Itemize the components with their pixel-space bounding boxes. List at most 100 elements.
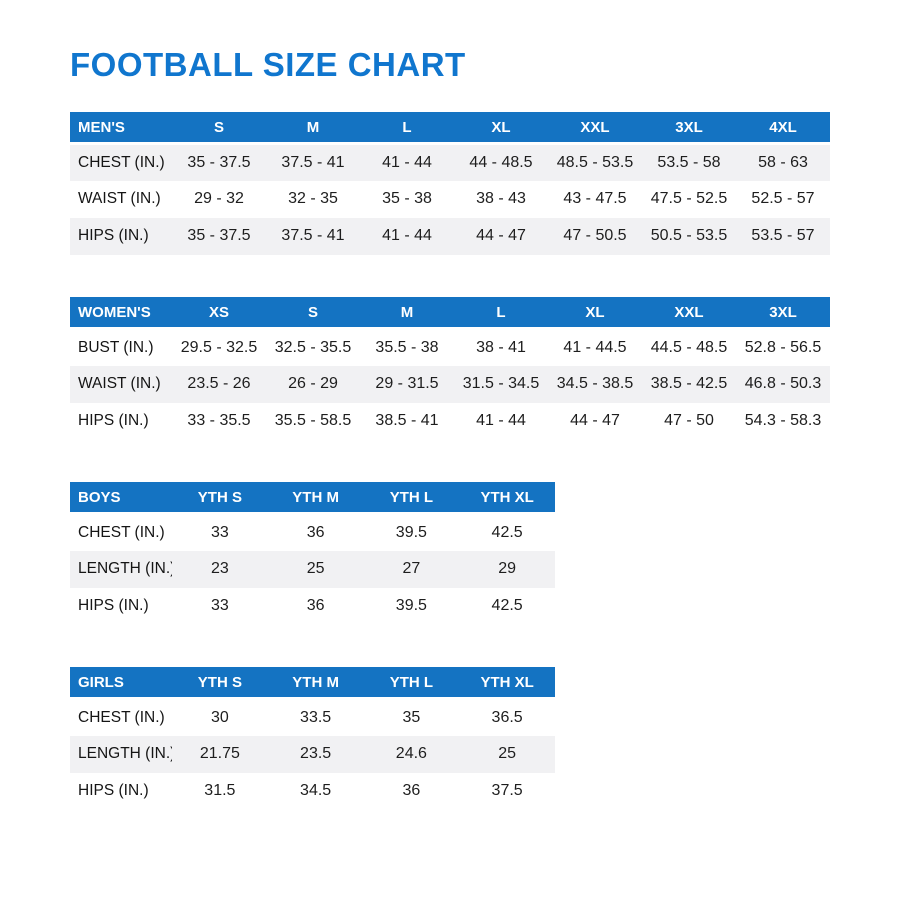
measurement-value: 52.5 - 57 [736,180,830,218]
measurement-value: 38.5 - 41 [360,402,454,440]
tables-area: MEN'S S M L XL XXL 3XL 4XL CHEST (IN.) 35 - 37.5 3… [70,111,830,810]
size-column-header: XS [172,296,266,331]
measurement-label: CHEST (IN.) [70,143,172,181]
measurement-value: 31.5 - 34.5 [454,365,548,403]
measurement-value: 37.5 - 41 [266,217,360,255]
table-row: WAIST (IN.) 23.5 - 26 26 - 29 29 - 31.5 31.5… [70,365,830,403]
measurement-value: 47.5 - 52.5 [642,180,736,218]
measurement-value: 34.5 - 38.5 [548,365,642,403]
size-column-header: YTH S [172,666,268,701]
size-column-header: L [454,296,548,331]
size-column-header: YTH L [363,666,460,701]
table-header-row: GIRLS YTH S YTH M YTH L YTH XL [70,666,555,701]
measurement-value: 26 - 29 [266,365,360,403]
measurement-value: 38 - 41 [454,328,548,366]
measurement-label: LENGTH (IN.) [70,550,172,588]
page-title: FOOTBALL SIZE CHART [70,46,466,83]
measurement-value: 33 - 35.5 [172,402,266,440]
measurement-value: 44 - 47 [548,402,642,440]
measurement-value: 29 [459,550,555,588]
measurement-value: 54.3 - 58.3 [736,402,830,440]
size-table-mens: MEN'S S M L XL XXL 3XL 4XL CHEST (IN.) 35 - 37.5 3… [70,111,830,255]
measurement-label: WAIST (IN.) [70,180,172,218]
measurement-value: 35 - 37.5 [172,217,266,255]
measurement-label: WAIST (IN.) [70,365,172,403]
measurement-value: 29.5 - 32.5 [172,328,266,366]
size-column-header: YTH L [363,481,460,516]
measurement-value: 42.5 [459,587,555,625]
size-column-header: 3XL [642,111,736,146]
measurement-value: 52.8 - 56.5 [736,328,830,366]
size-column-header: XL [548,296,642,331]
measurement-value: 27 [363,550,460,588]
measurement-value: 35.5 - 38 [360,328,454,366]
size-column-header: YTH XL [459,666,555,701]
measurement-value: 41 - 44 [360,143,454,181]
measurement-value: 29 - 31.5 [360,365,454,403]
table-row: LENGTH (IN.) 21.75 23.5 24.6 25 [70,735,555,773]
measurement-value: 53.5 - 58 [642,143,736,181]
measurement-value: 33 [172,513,268,551]
measurement-value: 39.5 [363,513,460,551]
measurement-value: 42.5 [459,513,555,551]
size-column-header: YTH S [172,481,268,516]
measurement-label: HIPS (IN.) [70,587,172,625]
measurement-value: 34.5 [267,772,364,810]
measurement-label: CHEST (IN.) [70,698,172,736]
measurement-value: 44.5 - 48.5 [642,328,736,366]
size-table-girls: GIRLS YTH S YTH M YTH L YTH XL CHEST (IN.) 30 3… [70,666,555,810]
measurement-value: 33.5 [267,698,364,736]
measurement-label: CHEST (IN.) [70,513,172,551]
table-row: HIPS (IN.) 33 36 39.5 42.5 [70,587,555,625]
table-row: WAIST (IN.) 29 - 32 32 - 35 35 - 38 38 - 43 4… [70,180,830,218]
measurement-value: 47 - 50 [642,402,736,440]
measurement-value: 31.5 [172,772,268,810]
measurement-value: 35 [363,698,460,736]
measurement-label: LENGTH (IN.) [70,735,172,773]
size-column-header: YTH M [267,666,364,701]
measurement-label: HIPS (IN.) [70,772,172,810]
measurement-value: 32.5 - 35.5 [266,328,360,366]
measurement-value: 58 - 63 [736,143,830,181]
measurement-value: 36 [363,772,460,810]
size-column-header: S [172,111,266,146]
measurement-value: 23.5 [267,735,364,773]
measurement-value: 25 [267,550,364,588]
table-row: CHEST (IN.) 35 - 37.5 37.5 - 41 41 - 44 44 -… [70,143,830,181]
size-column-header: M [360,296,454,331]
measurement-value: 24.6 [363,735,460,773]
measurement-value: 33 [172,587,268,625]
measurement-value: 25 [459,735,555,773]
measurement-value: 50.5 - 53.5 [642,217,736,255]
measurement-value: 21.75 [172,735,268,773]
size-column-header: M [266,111,360,146]
measurement-value: 36 [267,587,364,625]
table-row: LENGTH (IN.) 23 25 27 29 [70,550,555,588]
measurement-value: 32 - 35 [266,180,360,218]
size-table-boys: BOYS YTH S YTH M YTH L YTH XL CHEST (IN.) 33 36… [70,481,555,625]
table-title-boys: BOYS [70,481,172,516]
size-column-header: YTH XL [459,481,555,516]
table-row: CHEST (IN.) 33 36 39.5 42.5 [70,513,555,551]
measurement-value: 35 - 37.5 [172,143,266,181]
measurement-value: 38.5 - 42.5 [642,365,736,403]
measurement-value: 47 - 50.5 [548,217,642,255]
measurement-value: 46.8 - 50.3 [736,365,830,403]
table-header-row: MEN'S S M L XL XXL 3XL 4XL [70,111,830,146]
measurement-label: HIPS (IN.) [70,217,172,255]
size-column-header: L [360,111,454,146]
table-title-mens: MEN'S [70,111,172,146]
measurement-value: 35 - 38 [360,180,454,218]
table-row: BUST (IN.) 29.5 - 32.5 32.5 - 35.5 35.5 - 3… [70,328,830,366]
measurement-value: 39.5 [363,587,460,625]
size-table-womens: WOMEN'S XS S M L XL XXL 3XL BUST (IN.) 29.5 - 32.… [70,296,830,440]
table-row: HIPS (IN.) 35 - 37.5 37.5 - 41 41 - 44 44 - … [70,217,830,255]
measurement-value: 36 [267,513,364,551]
measurement-value: 29 - 32 [172,180,266,218]
table-row: HIPS (IN.) 33 - 35.5 35.5 - 58.5 38.5 - 41 4… [70,402,830,440]
measurement-value: 43 - 47.5 [548,180,642,218]
measurement-value: 53.5 - 57 [736,217,830,255]
measurement-value: 38 - 43 [454,180,548,218]
measurement-value: 41 - 44 [454,402,548,440]
